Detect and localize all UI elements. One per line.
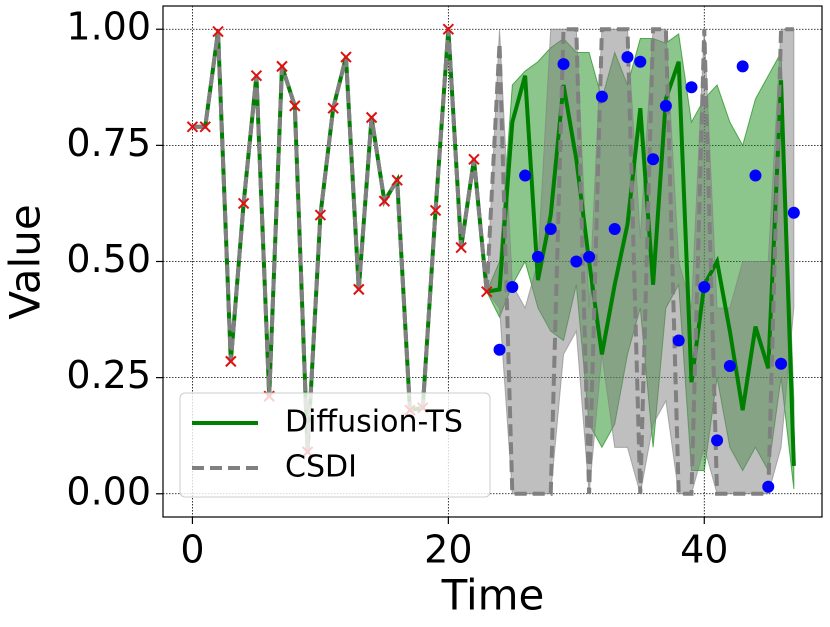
plot-frame [162, 5, 823, 518]
observed-marker [237, 197, 250, 210]
observed-marker [365, 111, 378, 124]
observed-marker [340, 51, 352, 63]
ground-truth-point [519, 169, 532, 182]
ground-truth-point [506, 281, 519, 294]
history-line [192, 29, 489, 453]
ground-truth-point [685, 81, 698, 94]
observed-marker [225, 355, 237, 368]
observed-marker [212, 25, 224, 38]
observed-marker [442, 23, 455, 35]
observed-marker [481, 285, 493, 298]
y-tick-label: 0.00 [66, 469, 151, 513]
y-tick-label: 0.50 [66, 237, 151, 281]
ground-truth-point [621, 51, 634, 64]
history-line [192, 29, 489, 453]
ground-truth-point [672, 334, 685, 347]
observed-marker [391, 174, 403, 186]
observed-marker [289, 100, 301, 112]
ground-truth-point [711, 434, 724, 447]
observed-marker [276, 60, 288, 73]
ground-truth-point [583, 250, 596, 263]
ground-truth-point [698, 281, 711, 294]
observed-marker [429, 204, 442, 217]
ground-truth-point [570, 255, 583, 268]
ground-truth-point [723, 360, 736, 373]
x-tick-label: 0 [180, 528, 204, 572]
legend-label: Diffusion-TS [285, 405, 463, 440]
ground-truth-point [557, 58, 570, 71]
legend-box [179, 392, 491, 498]
y-axis-label: Value [1, 204, 50, 319]
ground-truth-point [634, 55, 647, 68]
ground-truth-point [659, 99, 672, 112]
observed-marker [378, 195, 391, 207]
y-tick-label: 0.25 [66, 353, 151, 397]
ground-truth-point [647, 153, 660, 166]
ground-truth-point [749, 169, 762, 182]
ground-truth-point [531, 250, 544, 263]
ground-truth-point [544, 222, 557, 235]
observed-marker [199, 121, 211, 133]
forecast-line [486, 61, 796, 466]
observed-marker [468, 153, 480, 166]
x-tick-label: 20 [424, 528, 472, 572]
ground-truth-point [787, 206, 800, 219]
observed-marker [455, 241, 467, 254]
ground-truth-point [493, 343, 506, 356]
ground-truth-point [762, 480, 775, 493]
observed-marker [250, 69, 263, 82]
y-tick-label: 0.75 [66, 121, 151, 165]
x-axis-label: Time [441, 571, 545, 620]
observed-marker [314, 209, 327, 221]
observed-marker [186, 121, 199, 133]
ground-truth-point [775, 357, 788, 370]
y-tick-label: 1.00 [66, 5, 151, 49]
observed-marker [327, 102, 339, 114]
ground-truth-point [608, 222, 621, 235]
forecast-line [484, 27, 794, 496]
legend-label: CSDI [285, 450, 357, 485]
observed-marker [353, 283, 365, 296]
x-tick-label: 40 [680, 528, 728, 572]
ground-truth-point [595, 90, 608, 103]
ground-truth-point [736, 60, 749, 73]
